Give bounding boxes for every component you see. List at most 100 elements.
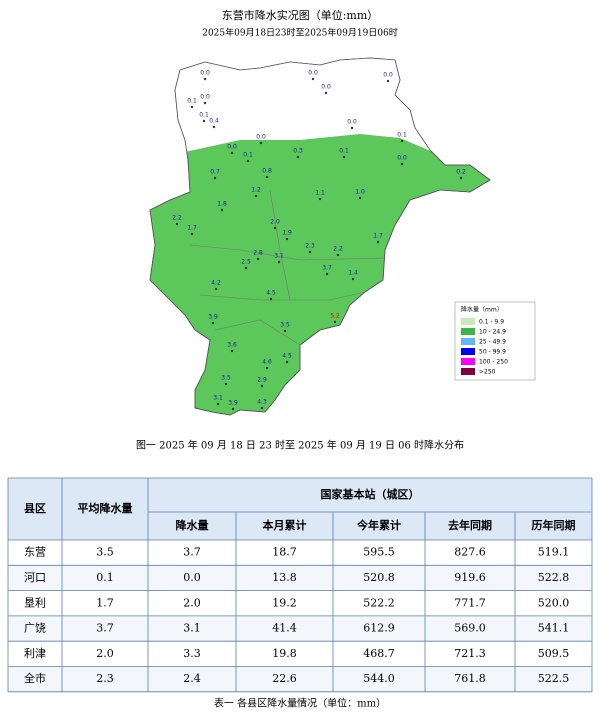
table-cell: 519.1 [538,546,570,559]
station-dot [376,240,380,244]
table-cell: 595.5 [363,546,395,559]
station-value: 1.4 [348,270,358,277]
row-bg [8,666,592,692]
station-value: 2.3 [305,243,315,250]
station-dot [259,141,263,145]
table-cell: 520.8 [363,571,395,584]
station-value: 2.8 [253,250,263,257]
map-border [149,57,491,416]
station-value: 0.1 [397,132,407,139]
station-dot [203,77,207,81]
station-value: 4.2 [211,280,221,287]
station-dot [324,91,328,95]
legend-label: 10 - 24.9 [479,329,506,336]
station-dot [308,250,312,254]
table-cell: 2.0 [96,647,114,660]
legend-swatch [461,348,475,355]
station-value: 3.5 [280,322,290,329]
table-cell: 2.3 [96,672,114,685]
station-value: 2.9 [257,377,267,384]
station-dot [351,277,355,281]
station-dot [296,155,300,159]
row-bg [8,565,592,591]
table-cell: 13.8 [272,571,297,584]
station-value: 3.6 [227,342,237,349]
station-dot [400,139,404,143]
station-value: 1.0 [355,189,365,196]
legend-swatch [461,358,475,365]
map-title: 东营市降水实况图（单位:mm） [222,8,379,22]
table-subheader: 历年同期 [532,518,576,532]
legend-label: 25 - 49.9 [479,339,506,346]
table-cell: 利津 [24,647,46,660]
legend-swatch [461,338,475,345]
legend-swatch [461,368,475,375]
table-header-bg [8,478,592,540]
station-value: 1.2 [251,187,261,194]
table-cell: 河口 [24,571,46,584]
station-dot [265,366,269,370]
table-cell: 721.3 [454,647,486,660]
station-value: 1.9 [282,230,292,237]
station-dot [260,384,264,388]
station-value: 2.2 [333,246,343,253]
station-dot [190,105,194,109]
station-dot [285,360,289,364]
station-dot [203,101,207,105]
station-value: 0.0 [383,72,393,79]
legend-label: 100 - 250 [479,359,508,366]
station-dot [318,197,322,201]
station-value: 5.2 [330,313,340,320]
legend-swatch [461,328,475,335]
station-value: 0.1 [199,112,209,119]
station-value: 0.8 [262,168,272,175]
station-value: 0.0 [308,70,318,77]
station-dot [202,119,206,123]
station-value: 0.3 [293,148,303,155]
table-cell: 3.3 [183,647,201,660]
station-value: 4.3 [257,399,267,406]
legend-label: 0.1 - 9.9 [479,319,504,326]
table-cell: 广饶 [24,622,46,635]
station-value: 0.0 [321,84,331,91]
station-value: 0.2 [456,169,466,176]
table-cell: 东营 [24,545,46,559]
station-dot [273,226,277,230]
table-cell: 522.2 [363,596,395,609]
table-cell: 3.5 [96,546,114,559]
station-value: 3.9 [228,400,238,407]
station-dot [224,382,228,386]
station-dot [220,208,224,212]
station-dot [230,349,234,353]
station-value: 3.5 [221,375,231,382]
table-cell: 垦利 [24,596,46,609]
station-dot [213,176,217,180]
table-cell: 3.7 [96,622,114,635]
table-cell: 全市 [24,671,46,685]
table-cell: 41.4 [272,622,297,635]
table-cell: 22.6 [272,672,297,685]
station-dot [336,253,340,257]
table-cell: 771.7 [454,596,486,609]
station-value: 4.5 [282,353,292,360]
station-dot [325,272,329,276]
station-value: 3.7 [322,265,332,272]
table-cell: 509.5 [538,647,570,660]
station-value: 0.1 [187,98,197,105]
table-cell: 919.6 [454,571,486,584]
table-cell: 3.1 [183,622,201,635]
legend-swatch [461,318,475,325]
table-subheader: 降水量 [176,518,209,532]
station-value: 3.9 [208,314,218,321]
station-value: 2.2 [172,215,182,222]
county-borders [189,189,386,346]
table-cell: 1.7 [96,596,114,609]
station-value: 4.5 [266,290,276,297]
station-value: 2.0 [270,219,280,226]
map-caption: 图一 2025 年 09 月 18 日 23 时至 2025 年 09 月 19… [136,439,464,452]
station-dot [283,329,287,333]
table-cell: 3.7 [183,546,201,559]
table-cell: 612.9 [363,622,395,635]
